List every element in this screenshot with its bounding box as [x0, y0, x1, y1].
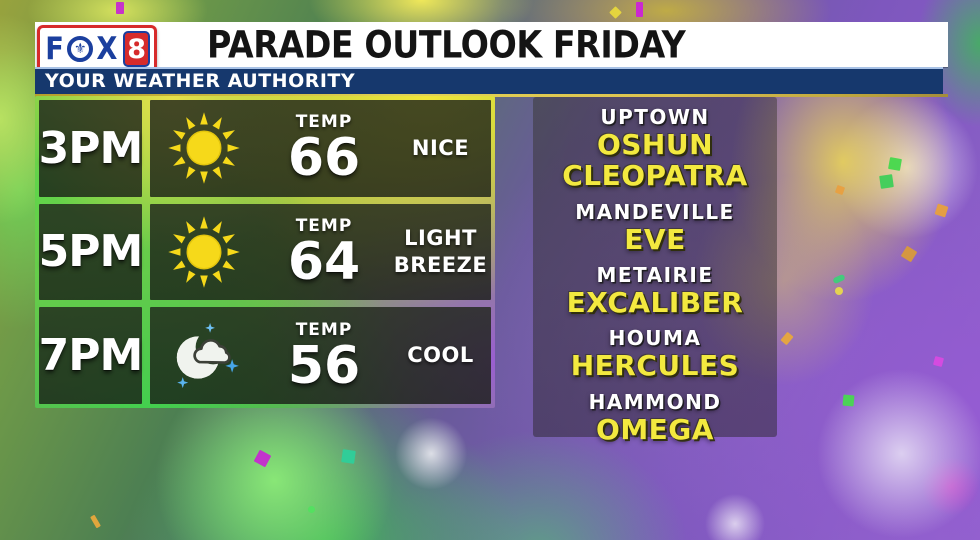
time-box-7pm: 7PM [38, 307, 144, 404]
confetti-piece [835, 287, 843, 295]
time-label: 7PM [38, 330, 144, 382]
parade-krewe: OMEGA [596, 412, 714, 446]
confetti-piece [636, 2, 643, 17]
fox8-logo-inner: F ⚜ X 8 [40, 28, 155, 70]
parade-list-panel: UPTOWN OSHUN CLEOPATRA MANDEVILLE EVE ME… [533, 97, 777, 445]
time-label: 5PM [38, 226, 144, 278]
page-title: PARADE OUTLOOK FRIDAY [207, 23, 686, 66]
moon-cloud-icon [165, 317, 243, 395]
fox8-logo: F ⚜ X 8 [37, 25, 158, 73]
temp-value: 64 [287, 231, 361, 292]
time-label: 3PM [38, 122, 144, 174]
condition-text: LIGHT BREEZE [393, 225, 488, 277]
fleur-de-lis-icon: ⚜ [67, 36, 94, 62]
temp-block: TEMP 64 [288, 216, 360, 288]
forecast-row-5pm: TEMP 64 LIGHT BREEZE [150, 203, 491, 301]
confetti-piece [341, 449, 356, 464]
forecast-row-7pm: TEMP 56 COOL [150, 307, 491, 404]
temp-block: TEMP 66 [288, 112, 360, 184]
confetti-piece [900, 245, 918, 263]
parade-city: UPTOWN [600, 105, 710, 129]
temp-label: TEMP [295, 319, 353, 340]
temp-label: TEMP [295, 215, 353, 236]
sun-icon [165, 213, 243, 291]
confetti-piece [116, 2, 124, 14]
forecast-panel: 3PM [35, 96, 495, 408]
logo-digit-8: 8 [123, 31, 151, 67]
confetti-piece [308, 506, 315, 513]
title-bar: PARADE OUTLOOK FRIDAY F ⚜ X 8 [35, 22, 948, 73]
sun-icon [165, 109, 243, 187]
gold-divider [35, 94, 948, 97]
parade-krewe: OSHUN [596, 128, 714, 161]
parade-krewe: EVE [624, 222, 686, 256]
confetti-piece [834, 184, 846, 196]
confetti-piece [934, 203, 949, 218]
confetti-piece [90, 514, 101, 529]
time-box-3pm: 3PM [38, 100, 144, 197]
condition-text: NICE [411, 135, 470, 160]
confetti-piece [879, 174, 894, 189]
confetti-piece [253, 449, 272, 468]
tagline-bar: YOUR WEATHER AUTHORITY [35, 67, 943, 94]
parade-city: MANDEVILLE [575, 199, 735, 224]
confetti-piece [609, 6, 622, 19]
confetti-piece [932, 355, 945, 368]
confetti-piece [842, 394, 855, 407]
temp-value: 56 [287, 335, 361, 396]
condition-text: COOL [407, 343, 474, 367]
confetti-piece [888, 157, 902, 171]
temp-value: 66 [287, 128, 361, 189]
temp-label: TEMP [295, 112, 353, 133]
temp-block: TEMP 56 [288, 320, 360, 392]
forecast-row-3pm: TEMP 66 NICE [150, 100, 491, 197]
confetti-piece [832, 273, 846, 285]
parade-city: METAIRIE [596, 263, 714, 288]
parade-krewe: EXCALIBER [566, 286, 744, 320]
logo-letter-f: F [45, 30, 64, 67]
logo-letter-x: X [96, 30, 118, 67]
parade-krewe: HERCULES [570, 349, 740, 383]
parade-city: HOUMA [608, 326, 702, 351]
confetti-piece [780, 331, 794, 346]
parade-city: HAMMOND [588, 389, 722, 414]
time-box-5pm: 5PM [38, 203, 144, 301]
parade-krewe: CLEOPATRA [562, 159, 748, 193]
